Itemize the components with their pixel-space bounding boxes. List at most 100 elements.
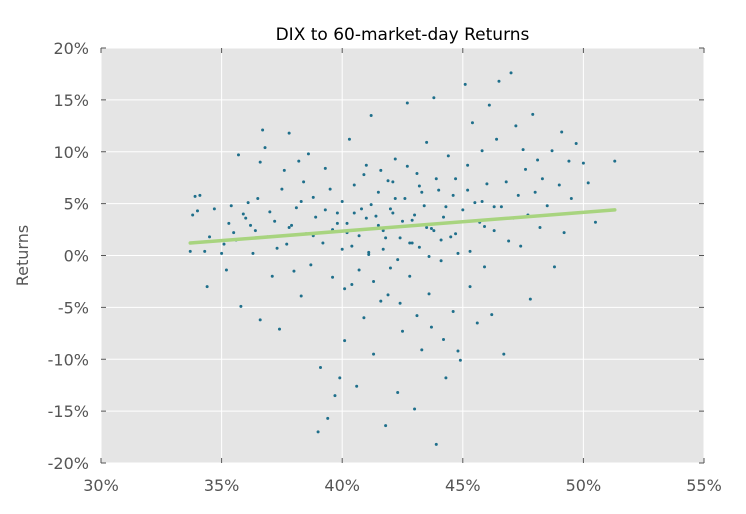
data-point <box>456 251 460 255</box>
data-point <box>318 366 322 370</box>
x-tick-label: 55% <box>686 476 722 495</box>
data-point <box>343 339 347 343</box>
data-point <box>335 221 339 225</box>
data-point <box>581 161 585 165</box>
data-point <box>398 301 402 305</box>
y-tick-label: 20% <box>53 39 89 58</box>
data-point <box>343 287 347 291</box>
data-point <box>191 213 195 217</box>
data-point <box>224 268 228 272</box>
data-point <box>429 325 433 329</box>
data-point <box>396 258 400 262</box>
data-point <box>417 184 421 188</box>
data-point <box>379 168 383 172</box>
data-point <box>405 164 409 168</box>
data-point <box>495 137 499 141</box>
data-point <box>195 209 199 213</box>
y-tick-label: -5% <box>58 298 89 317</box>
data-point <box>497 79 501 83</box>
y-tick-label: -15% <box>48 402 89 421</box>
data-point <box>384 236 388 240</box>
data-point <box>376 223 380 227</box>
data-point <box>340 247 344 251</box>
data-point <box>466 163 470 167</box>
x-tick-label: 35% <box>204 476 240 495</box>
data-point <box>538 225 542 229</box>
y-tick-label: -20% <box>48 454 89 473</box>
x-tick-label: 45% <box>445 476 481 495</box>
x-tick-label: 30% <box>83 476 119 495</box>
data-point <box>376 190 380 194</box>
data-point <box>545 204 549 208</box>
data-point <box>446 154 450 158</box>
data-point <box>198 193 202 197</box>
data-point <box>391 180 395 184</box>
data-point <box>533 190 537 194</box>
data-point <box>227 221 231 225</box>
data-point <box>321 241 325 245</box>
data-point <box>381 229 385 233</box>
data-point <box>374 214 378 218</box>
data-point <box>208 235 212 239</box>
data-point <box>359 207 363 211</box>
data-point <box>386 179 390 183</box>
data-point <box>470 121 474 125</box>
data-point <box>396 390 400 394</box>
data-point <box>485 182 489 186</box>
data-point <box>212 207 216 211</box>
data-point <box>244 216 248 220</box>
data-point <box>540 177 544 181</box>
data-point <box>355 384 359 388</box>
data-point <box>403 196 407 200</box>
x-tick-labels: 30% 35% 40% 45% 50% 55% <box>83 476 722 495</box>
data-point <box>468 285 472 289</box>
data-point <box>552 265 556 269</box>
data-point <box>357 268 361 272</box>
data-point <box>451 310 455 314</box>
data-point <box>480 149 484 153</box>
data-point <box>483 265 487 269</box>
data-point <box>282 168 286 172</box>
data-point <box>338 376 342 380</box>
y-tick-label: 15% <box>53 91 89 110</box>
data-point <box>413 407 417 411</box>
data-point <box>386 293 390 297</box>
data-point <box>461 208 465 212</box>
data-point <box>220 251 224 255</box>
data-point <box>369 113 373 117</box>
data-point <box>388 266 392 270</box>
axis-ticks <box>100 47 705 464</box>
data-point <box>569 196 573 200</box>
data-point <box>562 231 566 235</box>
data-point <box>268 210 272 214</box>
data-point <box>367 252 371 256</box>
data-point <box>492 229 496 233</box>
x-tick-label: 50% <box>566 476 602 495</box>
data-point <box>442 338 446 342</box>
data-point <box>297 159 301 163</box>
data-point <box>350 244 354 248</box>
data-point <box>420 190 424 194</box>
data-point <box>437 188 441 192</box>
data-point <box>401 329 404 333</box>
data-point <box>290 223 294 227</box>
data-point <box>331 275 335 279</box>
data-point <box>362 173 366 177</box>
data-point <box>442 215 446 219</box>
data-point <box>415 172 419 176</box>
data-point <box>613 159 617 163</box>
data-point <box>420 348 424 352</box>
data-point <box>593 220 597 224</box>
data-point <box>408 274 412 278</box>
data-point <box>239 304 243 308</box>
data-point <box>384 424 388 428</box>
y-tick-label: -10% <box>48 350 89 369</box>
data-point <box>502 352 506 356</box>
data-point <box>586 181 590 185</box>
data-point <box>560 130 564 134</box>
data-point <box>483 224 487 228</box>
data-point <box>340 200 344 204</box>
data-point <box>203 249 207 253</box>
data-point <box>444 376 448 380</box>
data-point <box>369 203 373 207</box>
